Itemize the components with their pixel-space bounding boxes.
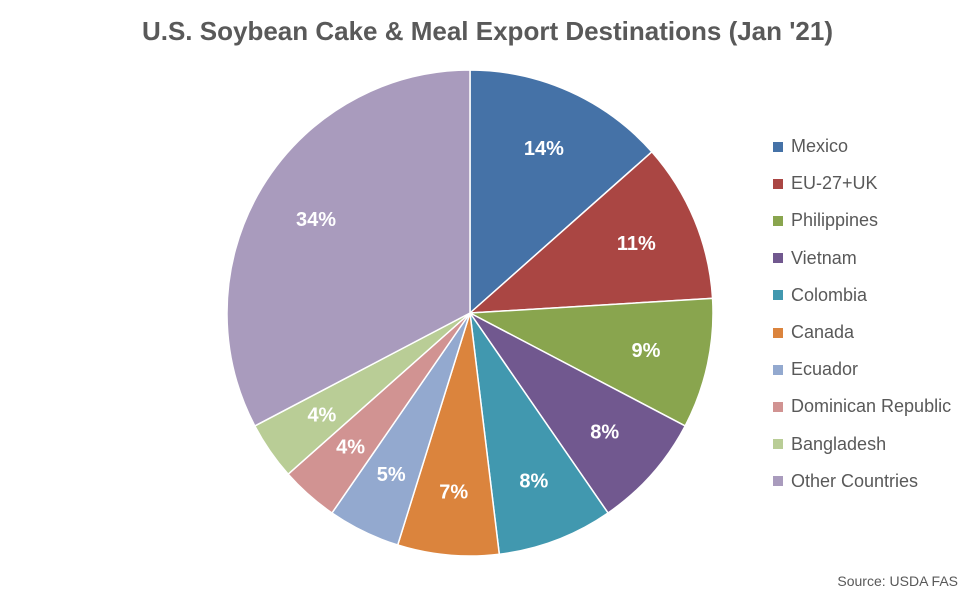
pie-slice-other-countries — [226, 69, 471, 427]
legend-label: Philippines — [791, 210, 879, 231]
data-label-ecuador: 5% — [377, 464, 406, 486]
data-label-mexico: 14% — [524, 138, 564, 160]
legend-label: Canada — [791, 322, 855, 343]
data-label-vietnam: 8% — [590, 421, 619, 443]
pie-slice-vietnam — [469, 312, 687, 515]
pie-slice-philippines — [467, 297, 714, 427]
legend-item: Mexico — [773, 128, 951, 165]
legend-label: Mexico — [791, 136, 849, 157]
legend-label: Other Countries — [791, 470, 919, 491]
legend-swatch — [773, 476, 783, 487]
legend-item: Dominican Republic — [773, 388, 951, 425]
legend-item: Canada — [773, 314, 951, 351]
legend-label: Dominican Republic — [791, 396, 952, 417]
source-note: Source: USDA FAS — [837, 573, 958, 589]
legend-item: Ecuador — [773, 351, 951, 388]
legend-item: Colombia — [773, 277, 951, 314]
chart-title: U.S. Soybean Cake & Meal Export Destinat… — [141, 16, 834, 46]
legend-swatch — [773, 178, 783, 189]
data-label-eu-27-uk: 11% — [617, 233, 656, 255]
legend-swatch — [773, 327, 783, 338]
data-label-philippines: 9% — [632, 340, 661, 362]
legend-swatch — [773, 141, 783, 152]
data-label-dominican-republic: 4% — [336, 437, 365, 459]
legend-swatch — [773, 439, 783, 450]
pie-slice-eu-27-uk — [467, 150, 714, 314]
legend-label: EU-27+UK — [791, 173, 878, 194]
pie-slices — [226, 69, 714, 557]
legend-swatch — [773, 290, 783, 301]
pie-slice-mexico — [469, 69, 653, 315]
legend-swatch — [773, 401, 783, 412]
legend-swatch — [773, 364, 783, 375]
legend-label: Ecuador — [791, 359, 859, 380]
legend-label: Bangladesh — [791, 433, 887, 454]
data-label-bangladesh: 4% — [307, 404, 336, 426]
legend-item: Philippines — [773, 202, 951, 239]
legend-item: Bangladesh — [773, 426, 951, 463]
data-label-other-countries: 34% — [296, 209, 336, 231]
data-label-canada: 7% — [439, 481, 468, 503]
legend-label: Colombia — [791, 284, 868, 305]
legend-swatch — [773, 215, 783, 226]
chart-legend: Mexico EU-27+UK Philippines Vietnam Colombia… — [773, 128, 951, 500]
legend-item: Vietnam — [773, 240, 951, 277]
pie-slice-colombia — [469, 312, 610, 556]
data-label-colombia: 8% — [519, 470, 548, 492]
pie-data-labels: 14% 11% 9% 8% 8% 7% 5% 4%4% 34% — [296, 138, 661, 503]
legend-swatch — [773, 253, 783, 264]
legend-label: Vietnam — [791, 247, 857, 268]
legend-item: EU-27+UK — [773, 165, 951, 202]
legend-item: Other Countries — [773, 463, 951, 500]
